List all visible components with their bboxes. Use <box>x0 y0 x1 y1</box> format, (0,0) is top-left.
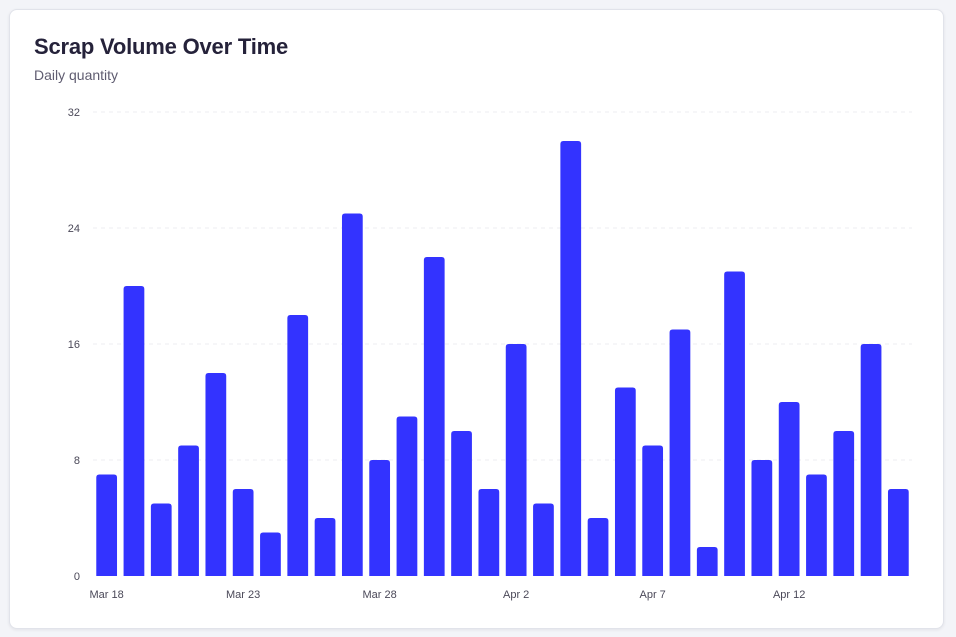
y-tick-label: 8 <box>74 455 80 467</box>
bar[interactable]: Apr 16: 6 <box>887 489 909 576</box>
bar[interactable]: Mar 18: 7 <box>96 474 118 577</box>
chart-title: Scrap Volume Over Time <box>34 34 289 59</box>
bar[interactable]: Mar 21: 9 <box>178 445 199 577</box>
x-tick-label: Apr 2 <box>503 589 529 601</box>
bars: Mar 18: 7Mar 19: 20Mar 20: 5 Mar 21: 9 Mar… <box>96 141 909 577</box>
y-tick-label: 24 <box>68 223 80 235</box>
bar[interactable]: Mar 29: 11 <box>396 416 418 577</box>
y-axis-ticks: 0 8 16 24 32 <box>68 107 80 583</box>
bar[interactable]: Mar 30: 22 <box>423 257 445 576</box>
x-tick-label: Apr 7 <box>640 589 666 601</box>
chart-subtitle: Daily quantity <box>34 67 119 83</box>
bar[interactable]: Apr 10: 21 <box>724 271 745 577</box>
bar[interactable]: Mar 31: 10 <box>451 431 472 576</box>
x-tick-label: Mar 28 <box>363 589 397 601</box>
bar[interactable]: Apr 14: 10 <box>833 431 855 576</box>
bar[interactable]: Apr 13: 7 <box>806 474 827 577</box>
bar[interactable]: Apr 4: 30 <box>560 141 582 576</box>
bar[interactable]: Apr 6: 13 <box>614 387 636 577</box>
bar[interactable]: Mar 22: 14 <box>205 373 227 576</box>
y-tick-label: 32 <box>68 107 80 119</box>
bar[interactable]: Mar 25: 18 <box>287 315 309 576</box>
bar[interactable]: Mar 20: 5 <box>150 503 172 577</box>
x-tick-label: Mar 18 <box>90 589 124 601</box>
y-tick-label: 0 <box>74 571 80 583</box>
x-tick-label: Mar 23 <box>226 589 260 601</box>
bar[interactable]: Apr 2: 16 <box>505 344 527 576</box>
x-tick-label: Apr 12 <box>773 589 805 601</box>
bar[interactable]: Mar 28: 8 <box>369 460 391 576</box>
bar[interactable]: Mar 26: 4 <box>314 518 336 576</box>
bar[interactable]: Apr 7: 9 <box>642 445 664 577</box>
bar[interactable]: Apr 15: 16 <box>860 344 882 576</box>
bar[interactable]: Apr 3: 5 <box>533 503 554 577</box>
bar[interactable]: Apr 5: 4 <box>587 518 609 576</box>
bar[interactable]: Mar 19: 20 <box>123 286 145 576</box>
bar[interactable]: Apr 12: 12 <box>778 402 800 576</box>
bar[interactable]: Apr 11: 8 <box>751 460 773 576</box>
bar[interactable]: Mar 27: 25 <box>341 213 363 577</box>
bar[interactable]: Apr 8: 17 <box>669 329 691 577</box>
y-tick-label: 16 <box>68 339 80 351</box>
bar[interactable]: Apr 9: 2 <box>696 547 718 576</box>
bar[interactable]: Mar 24: 3 <box>260 532 281 577</box>
bar[interactable]: Apr 1: 6 <box>478 489 500 576</box>
x-axis-ticks: Mar 18 Mar 23 Mar 28 Apr 2 Apr 7 Apr 12 <box>90 589 806 601</box>
gridlines <box>93 111 912 461</box>
bar[interactable]: Mar 23: 6 <box>232 489 254 576</box>
